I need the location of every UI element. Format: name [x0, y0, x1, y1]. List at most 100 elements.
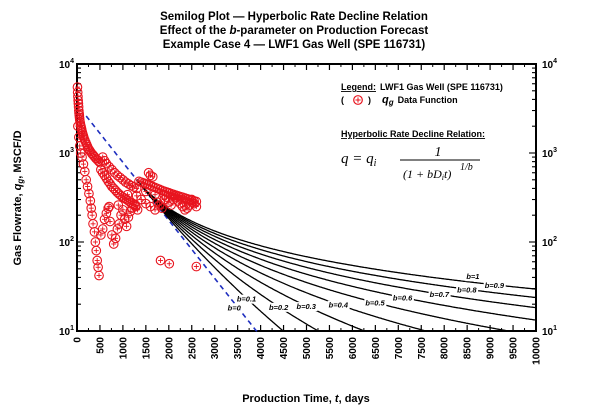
x-tick-label: 7500 — [417, 337, 428, 360]
legend-series-label: qg Data Function — [382, 94, 458, 107]
data-point — [191, 261, 202, 272]
x-tick-label: 1500 — [141, 337, 152, 360]
curve-label: b=0.1 — [237, 295, 256, 304]
y-tick-label-right: 103 — [542, 147, 557, 160]
data-point — [91, 245, 102, 256]
x-tick-label: 0 — [73, 337, 84, 343]
data-point — [78, 159, 89, 169]
x-tick-label: 4000 — [256, 337, 267, 360]
axis-ticks: 0 500 1000 1500 2000 2500 3000 3500 4000 4500 5000… — [59, 58, 557, 365]
data-point — [112, 224, 123, 234]
data-point — [177, 194, 188, 205]
x-tick-label: 3500 — [233, 337, 244, 360]
y-tick-label-right: 104 — [542, 58, 557, 71]
data-point — [130, 200, 141, 211]
data-point — [82, 181, 93, 192]
equation-heading: Hyperbolic Rate Decline Relation: — [341, 129, 485, 139]
data-point — [168, 191, 179, 201]
curve-label-bg — [226, 303, 240, 313]
x-tick-label: 3000 — [210, 337, 221, 360]
y-tick-label: 101 — [59, 325, 74, 338]
data-point — [88, 218, 98, 229]
curve-label: b=0 — [228, 303, 242, 312]
equation-box: Hyperbolic Rate Decline Relation: q = qi… — [341, 129, 485, 182]
x-tick-label: 5500 — [325, 337, 336, 360]
y-tick-label: 102 — [59, 236, 74, 249]
curve-label: b=1 — [466, 272, 479, 281]
x-tick-label: 500 — [95, 337, 106, 354]
y-tick-label: 104 — [59, 58, 74, 71]
decline-curve-b0.2 — [136, 179, 320, 332]
equation-exponent: 1/b — [460, 162, 473, 173]
curve-label-bg — [391, 293, 414, 303]
data-point — [77, 152, 87, 162]
decline-curve-b0.4 — [136, 179, 427, 332]
curve-label-bg — [267, 302, 290, 312]
data-point — [155, 255, 166, 266]
x-tick-label: 2500 — [187, 337, 198, 360]
data-point — [159, 189, 170, 200]
data-point — [74, 141, 85, 151]
data-point — [143, 167, 154, 178]
data-point — [89, 227, 100, 237]
decline-curve-b0.6 — [136, 179, 537, 321]
chart-title-line3: Example Case 4 — LWF1 Gas Well (SPE 1167… — [163, 39, 426, 51]
legend-marker-icon — [353, 95, 363, 105]
data-point — [108, 239, 119, 249]
chart-title-line1: Semilog Plot — Hyperbolic Rate Decline R… — [160, 11, 428, 23]
legend: Legend: LWF1 Gas Well (SPE 116731) ( ) qg… — [341, 82, 503, 107]
x-tick-label: 9500 — [509, 337, 520, 360]
data-point — [81, 174, 92, 185]
data-point — [92, 255, 103, 266]
x-tick-label: 8500 — [463, 337, 474, 360]
curve-label: b=0.4 — [329, 301, 349, 310]
chart-title-line2: Effect of the b-parameter on Production … — [160, 25, 429, 37]
data-point — [131, 183, 142, 194]
x-tick-label: 6000 — [348, 337, 359, 360]
data-point — [152, 197, 163, 208]
data-point — [97, 224, 108, 234]
decline-curves — [85, 115, 537, 332]
data-point — [99, 214, 110, 225]
decline-curve-b0.7 — [136, 179, 537, 309]
curve-label: b=0.3 — [297, 302, 317, 311]
decline-curve-b0.9 — [136, 179, 537, 290]
data-point — [164, 258, 175, 269]
data-point — [186, 194, 197, 205]
data-point — [141, 186, 151, 197]
data-point — [157, 203, 167, 214]
data-point — [182, 203, 193, 214]
data-point — [121, 221, 132, 232]
equation-numerator: 1 — [435, 145, 442, 160]
legend-heading-line: Legend: LWF1 Gas Well (SPE 116731) — [341, 82, 503, 92]
legend-marker-paren-open: ( — [341, 95, 344, 105]
equation-denominator: (1 + bDit) — [403, 167, 451, 182]
data-point — [94, 270, 104, 281]
curve-label: b=0.5 — [365, 299, 385, 308]
bound-curve-b0 — [85, 115, 258, 332]
data-point — [109, 167, 120, 178]
x-tick-label: 2000 — [164, 337, 175, 360]
data-point — [122, 189, 133, 200]
curve-label-bg — [235, 294, 258, 304]
data-point — [113, 200, 124, 210]
y-tick-label-right: 101 — [542, 325, 557, 338]
x-tick-label: 10000 — [532, 337, 543, 365]
x-tick-label: 8000 — [440, 337, 451, 360]
x-tick-label: 9000 — [486, 337, 497, 360]
data-point — [191, 201, 202, 212]
decline-curve-b0.3 — [136, 179, 366, 332]
equation-lhs: q = qi — [341, 151, 377, 169]
data-point — [150, 189, 160, 200]
curve-label: b=0.2 — [269, 303, 289, 312]
data-point — [85, 195, 96, 206]
decline-curve-b0.5 — [136, 179, 509, 332]
curve-label-bg — [327, 300, 350, 310]
data-point — [131, 191, 142, 201]
y-tick-label: 103 — [59, 147, 74, 160]
curve-label: b=0.6 — [393, 294, 413, 303]
curve-label-bg — [364, 298, 387, 308]
curve-label-bg — [295, 302, 318, 312]
data-points — [72, 82, 202, 281]
